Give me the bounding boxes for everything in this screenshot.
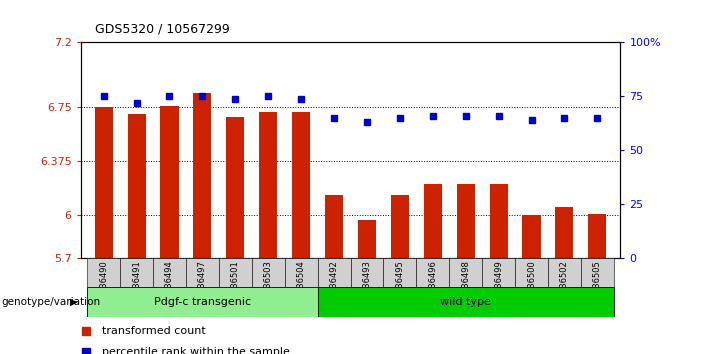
Bar	[548, 258, 581, 287]
Text: GSM936501: GSM936501	[231, 260, 240, 310]
Text: genotype/variation: genotype/variation	[1, 297, 100, 307]
Bar	[522, 215, 540, 258]
Bar	[489, 184, 508, 258]
Bar	[588, 214, 606, 258]
Text: GSM936500: GSM936500	[527, 260, 536, 310]
Bar	[226, 117, 245, 258]
Bar	[87, 258, 120, 287]
Text: transformed count: transformed count	[102, 326, 206, 336]
Bar	[252, 258, 285, 287]
Bar	[358, 219, 376, 258]
Bar	[153, 258, 186, 287]
Bar	[350, 258, 383, 287]
Bar	[318, 287, 614, 317]
Text: GSM936496: GSM936496	[428, 260, 437, 311]
Bar	[416, 258, 449, 287]
Text: percentile rank within the sample: percentile rank within the sample	[102, 347, 290, 354]
Bar	[383, 258, 416, 287]
Text: GSM936505: GSM936505	[593, 260, 602, 310]
Bar	[128, 114, 146, 258]
Text: GSM936495: GSM936495	[395, 260, 404, 310]
Bar	[456, 184, 475, 258]
Text: GSM936492: GSM936492	[329, 260, 339, 310]
Text: GSM936491: GSM936491	[132, 260, 141, 310]
Text: GSM936493: GSM936493	[362, 260, 372, 311]
Bar	[325, 195, 343, 258]
Text: GSM936503: GSM936503	[264, 260, 273, 311]
Bar	[292, 112, 310, 258]
Bar	[219, 258, 252, 287]
Text: GSM936490: GSM936490	[99, 260, 108, 310]
Bar	[423, 184, 442, 258]
Text: GSM936502: GSM936502	[560, 260, 569, 310]
Bar	[161, 106, 179, 258]
Text: Pdgf-c transgenic: Pdgf-c transgenic	[154, 297, 251, 307]
Bar	[515, 258, 548, 287]
Text: GSM936499: GSM936499	[494, 260, 503, 310]
Text: GSM936497: GSM936497	[198, 260, 207, 311]
Text: GSM936498: GSM936498	[461, 260, 470, 311]
Bar	[318, 258, 350, 287]
Text: GSM936494: GSM936494	[165, 260, 174, 310]
Bar	[259, 112, 278, 258]
Bar	[87, 287, 318, 317]
Bar	[193, 93, 212, 258]
Text: GSM936504: GSM936504	[297, 260, 306, 310]
Text: ▶: ▶	[70, 297, 77, 307]
Bar	[391, 195, 409, 258]
Bar	[482, 258, 515, 287]
Bar	[581, 258, 614, 287]
Text: wild type: wild type	[440, 297, 491, 307]
Bar	[95, 107, 113, 258]
Bar	[285, 258, 318, 287]
Bar	[555, 207, 573, 258]
Bar	[449, 258, 482, 287]
Text: GDS5320 / 10567299: GDS5320 / 10567299	[95, 22, 229, 35]
Bar	[186, 258, 219, 287]
Bar	[120, 258, 153, 287]
